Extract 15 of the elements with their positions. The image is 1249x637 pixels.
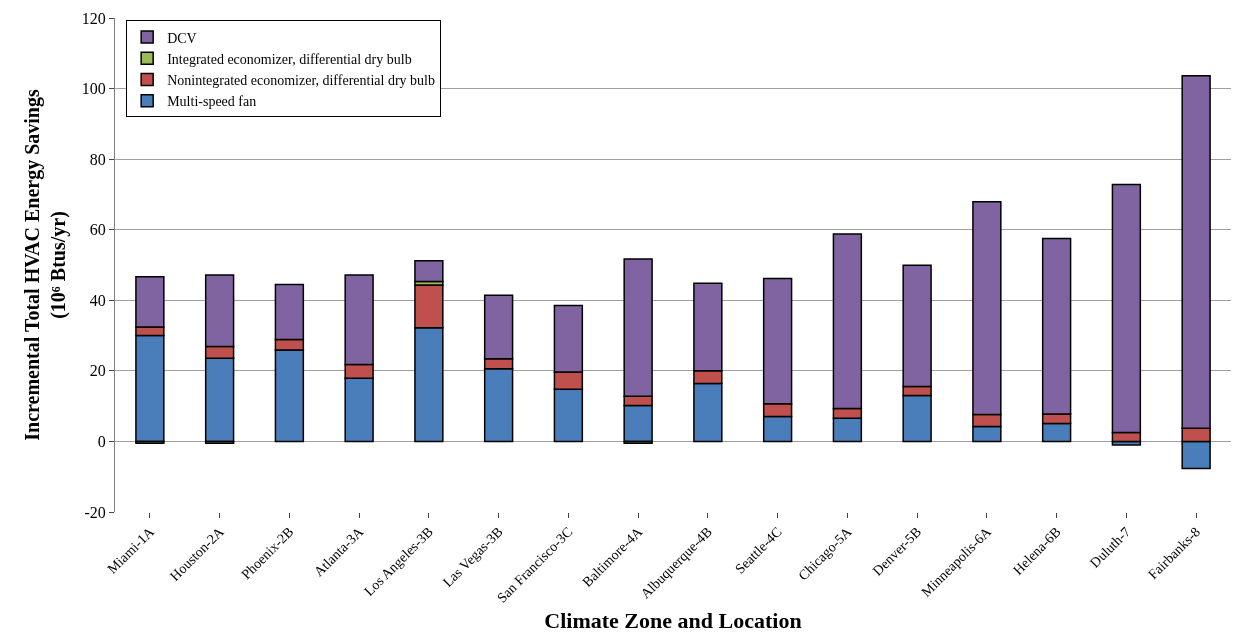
y-tick-label: -20 [84, 503, 106, 521]
y-tick-label: 40 [89, 291, 106, 309]
x-axis-title: Climate Zone and Location [544, 607, 802, 633]
y-axis-title: Incremental Total HVAC Energy Savings (10⁶ Btus/yr) [21, 89, 71, 441]
legend-label: Integrated economizer, differential dry bulb [167, 51, 412, 67]
legend-label: DCV [167, 30, 197, 46]
y-tick-label: 0 [97, 433, 106, 451]
y-tick-label: 80 [89, 150, 106, 168]
y-tick-label: 120 [81, 9, 106, 27]
legend-label: Multi-speed fan [167, 94, 257, 110]
legend-label: Nonintegrated economizer, differential dry bulb [167, 72, 435, 88]
bar [414, 260, 444, 283]
y-tick-label: 60 [89, 221, 106, 239]
y-tick-label: 100 [81, 80, 106, 98]
y-tick-label: 20 [89, 362, 106, 380]
